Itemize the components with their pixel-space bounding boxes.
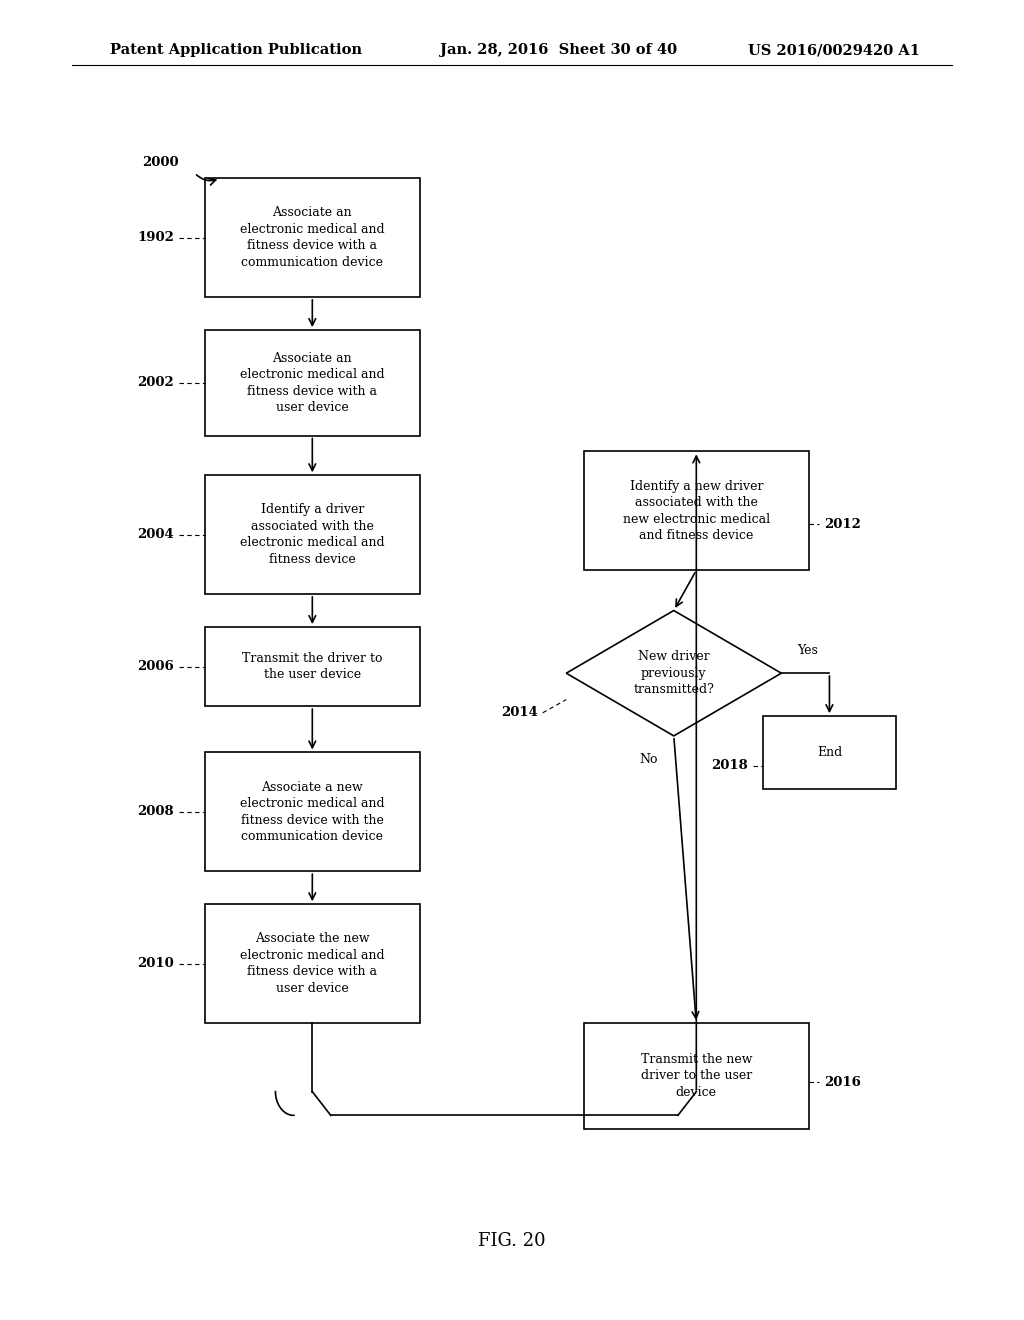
Text: 1902: 1902 (137, 231, 174, 244)
Text: 2006: 2006 (137, 660, 174, 673)
FancyBboxPatch shape (205, 475, 420, 594)
Text: Yes: Yes (797, 644, 817, 657)
Text: Associate a new
electronic medical and
fitness device with the
communication dev: Associate a new electronic medical and f… (240, 780, 385, 843)
FancyBboxPatch shape (584, 1023, 809, 1129)
Text: Associate an
electronic medical and
fitness device with a
communication device: Associate an electronic medical and fitn… (240, 206, 385, 269)
Text: New driver
previously
transmitted?: New driver previously transmitted? (634, 651, 714, 696)
Text: 2002: 2002 (137, 376, 174, 389)
Text: 2000: 2000 (142, 156, 179, 169)
FancyBboxPatch shape (205, 178, 420, 297)
FancyBboxPatch shape (205, 752, 420, 871)
FancyBboxPatch shape (205, 330, 420, 436)
Text: 2012: 2012 (824, 517, 861, 531)
Text: Identify a driver
associated with the
electronic medical and
fitness device: Identify a driver associated with the el… (240, 503, 385, 566)
Text: US 2016/0029420 A1: US 2016/0029420 A1 (748, 44, 920, 57)
Text: 2018: 2018 (711, 759, 748, 772)
Text: Associate the new
electronic medical and
fitness device with a
user device: Associate the new electronic medical and… (240, 932, 385, 995)
Text: 2014: 2014 (501, 706, 538, 719)
Text: Patent Application Publication: Patent Application Publication (110, 44, 361, 57)
FancyBboxPatch shape (584, 451, 809, 570)
Text: Associate an
electronic medical and
fitness device with a
user device: Associate an electronic medical and fitn… (240, 351, 385, 414)
Text: Transmit the new
driver to the user
device: Transmit the new driver to the user devi… (641, 1053, 752, 1098)
Text: No: No (639, 754, 657, 766)
FancyBboxPatch shape (763, 715, 896, 789)
Text: 2016: 2016 (824, 1076, 861, 1089)
Polygon shape (566, 610, 781, 737)
Text: End: End (817, 746, 842, 759)
Text: 2004: 2004 (137, 528, 174, 541)
Text: 2008: 2008 (137, 805, 174, 818)
FancyArrowPatch shape (197, 174, 216, 185)
Text: Transmit the driver to
the user device: Transmit the driver to the user device (242, 652, 383, 681)
FancyBboxPatch shape (205, 904, 420, 1023)
Text: Jan. 28, 2016  Sheet 30 of 40: Jan. 28, 2016 Sheet 30 of 40 (440, 44, 678, 57)
Text: FIG. 20: FIG. 20 (478, 1232, 546, 1250)
Text: Identify a new driver
associated with the
new electronic medical
and fitness dev: Identify a new driver associated with th… (623, 479, 770, 543)
Text: 2010: 2010 (137, 957, 174, 970)
FancyBboxPatch shape (205, 627, 420, 706)
